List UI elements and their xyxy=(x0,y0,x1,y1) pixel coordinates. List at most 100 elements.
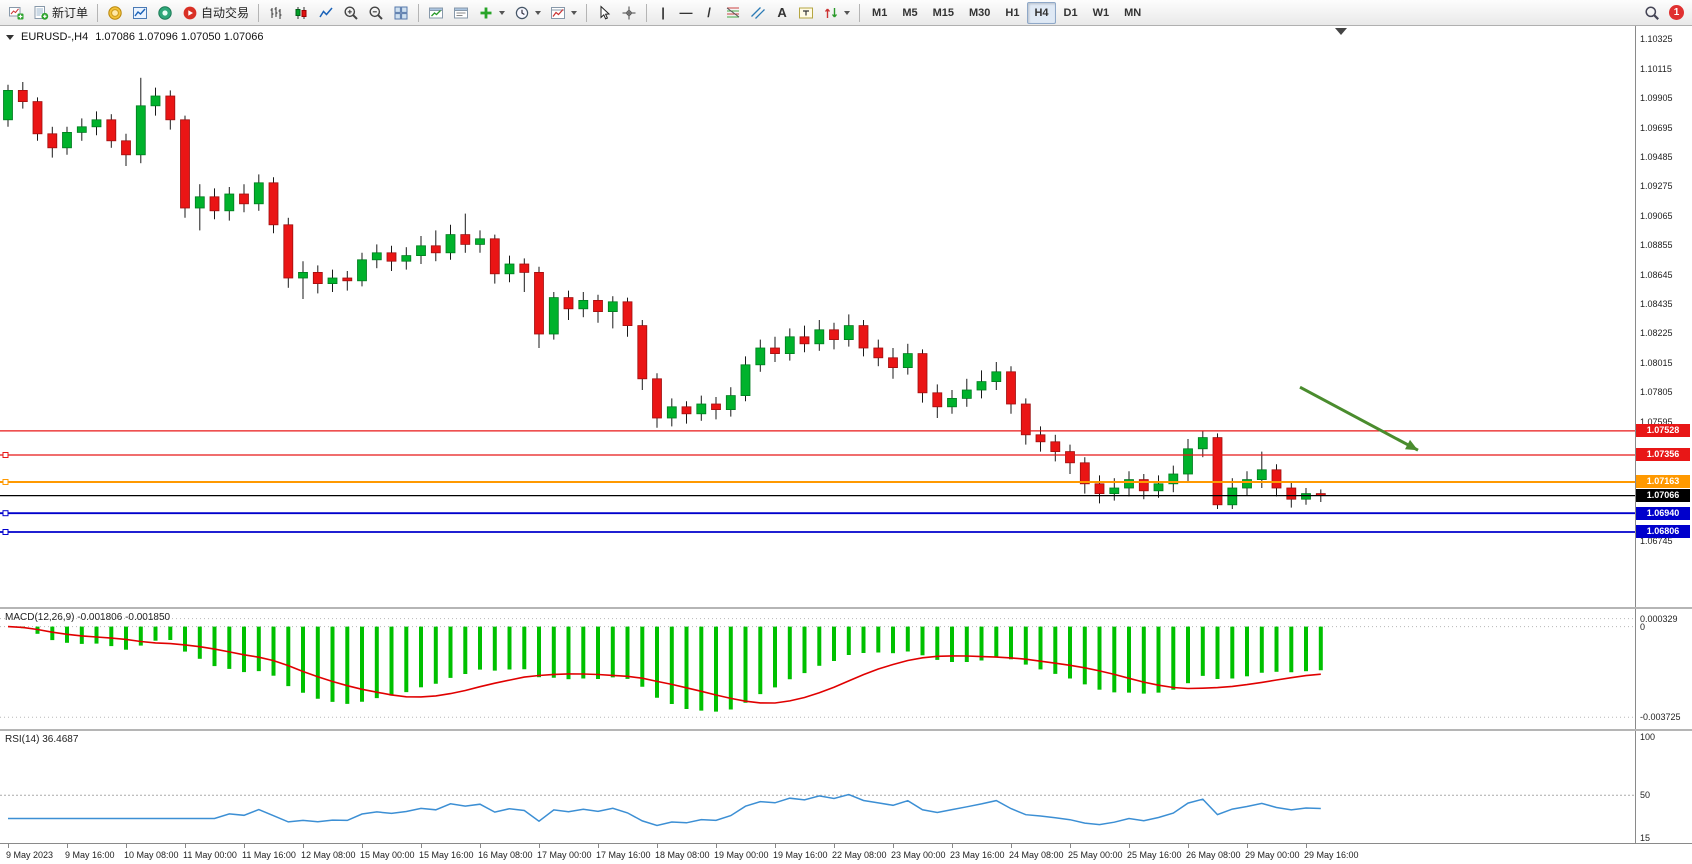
chart-candles[interactable] xyxy=(289,2,313,24)
price-tag-1.07528[interactable]: 1.07528 xyxy=(1636,424,1690,438)
trend-arrow[interactable] xyxy=(1299,385,1419,452)
crosshair-tool[interactable] xyxy=(617,2,641,24)
timeframe-M30[interactable]: M30 xyxy=(962,2,997,24)
trendline-tool[interactable]: / xyxy=(698,2,720,24)
price-axis-label: 1.08225 xyxy=(1640,328,1673,339)
price-tag-1.06940[interactable]: 1.06940 xyxy=(1636,506,1690,520)
price-tag-1.07066[interactable]: 1.07066 xyxy=(1636,489,1690,503)
line-anchor[interactable] xyxy=(2,452,9,458)
price-axis-label: 1.09485 xyxy=(1640,151,1673,162)
button-label: 自动交易 xyxy=(201,6,250,20)
candle xyxy=(755,339,766,372)
timeframe-M15[interactable]: M15 xyxy=(926,2,961,24)
mql5-community[interactable] xyxy=(103,2,127,24)
candle xyxy=(401,247,412,270)
line-anchor[interactable] xyxy=(2,479,9,485)
new-order[interactable]: 新订单 xyxy=(29,2,92,24)
button-label: M15 xyxy=(932,6,954,19)
candle xyxy=(239,184,249,213)
time-axis[interactable]: 9 May 2023 9 May 16:00 10 May 08:00 11 May … xyxy=(0,843,1692,864)
candle xyxy=(1124,471,1134,497)
macd-panel: MACD(12,26,9) -0.001806 -0.001850 0.0003… xyxy=(0,609,1692,729)
timeframe-H1[interactable]: H1 xyxy=(998,2,1026,24)
timeframe-M1[interactable]: M1 xyxy=(865,2,894,24)
notification-badge[interactable]: 1 xyxy=(1669,5,1684,20)
candle xyxy=(209,188,220,220)
price-tag-1.07356[interactable]: 1.07356 xyxy=(1636,448,1690,462)
timeframe-MN[interactable]: MN xyxy=(1117,2,1148,24)
zoom-out[interactable] xyxy=(364,2,388,24)
candle xyxy=(784,328,795,361)
macd-histogram xyxy=(20,626,1323,712)
time-axis-label: 15 May 16:00 xyxy=(419,850,474,860)
candle xyxy=(1153,475,1164,498)
new-chart-icon xyxy=(8,5,24,21)
timeframe-H4[interactable]: H4 xyxy=(1027,1,1056,24)
symbol-period-label: EURUSD-,H4 xyxy=(21,31,89,43)
channel-tool[interactable] xyxy=(746,2,770,24)
candle xyxy=(489,234,500,284)
time-axis-tick xyxy=(1011,844,1012,848)
rsi-axis-label: 15 xyxy=(1640,833,1651,843)
candle xyxy=(1183,439,1193,483)
price-chart[interactable] xyxy=(0,26,1635,607)
chart-shift-marker[interactable] xyxy=(1335,28,1347,35)
time-axis-label: 29 May 16:00 xyxy=(1304,850,1359,860)
cursor-tool[interactable] xyxy=(592,2,616,24)
candle xyxy=(725,387,736,417)
line-anchor[interactable] xyxy=(2,510,9,517)
rsi-line xyxy=(8,793,1321,827)
time-axis-tick xyxy=(775,844,776,848)
rsi-axis-separator xyxy=(1635,731,1636,843)
autotrading[interactable]: 自动交易 xyxy=(178,2,253,24)
templates[interactable] xyxy=(546,2,581,24)
arrows-tool[interactable] xyxy=(819,2,854,24)
tile-windows[interactable] xyxy=(389,2,413,24)
candle xyxy=(283,217,294,288)
price-tag-1.06806[interactable]: 1.06806 xyxy=(1636,525,1690,539)
timeframe-D1[interactable]: D1 xyxy=(1057,2,1085,24)
zoom-in[interactable] xyxy=(339,2,363,24)
chart-line[interactable] xyxy=(314,2,338,24)
periods[interactable] xyxy=(510,2,545,24)
publish-chart[interactable] xyxy=(128,2,152,24)
time-axis-tick xyxy=(8,844,9,848)
candle xyxy=(814,320,825,351)
label-tool[interactable] xyxy=(794,2,818,24)
time-axis-label: 25 May 00:00 xyxy=(1068,850,1123,860)
data-window[interactable] xyxy=(424,2,448,24)
panel-splitter[interactable] xyxy=(0,607,1692,609)
line-anchor[interactable] xyxy=(2,529,9,535)
chart-candles-icon xyxy=(293,5,309,21)
panel-splitter[interactable] xyxy=(0,729,1692,731)
time-axis-tick xyxy=(716,844,717,848)
candle xyxy=(357,252,367,287)
time-axis-tick xyxy=(421,844,422,848)
market[interactable] xyxy=(153,2,177,24)
time-axis-label: 29 May 00:00 xyxy=(1245,850,1300,860)
time-axis-label: 11 May 00:00 xyxy=(183,850,237,860)
search[interactable] xyxy=(1640,2,1664,24)
chart-menu-icon[interactable] xyxy=(6,34,14,40)
text-tool[interactable]: A xyxy=(771,2,793,24)
price-axis-separator xyxy=(1635,26,1636,607)
strategy-tester[interactable] xyxy=(449,2,473,24)
price-tag-1.07163[interactable]: 1.07163 xyxy=(1636,475,1690,489)
candle xyxy=(681,401,692,424)
add-indicator[interactable] xyxy=(474,2,509,24)
candle xyxy=(460,213,471,253)
horizontal-line-tool[interactable]: — xyxy=(675,2,697,24)
macd-chart[interactable] xyxy=(0,609,1635,729)
new-chart[interactable] xyxy=(4,2,28,24)
vertical-line-tool[interactable]: | xyxy=(652,2,674,24)
label-tool-icon xyxy=(798,5,814,21)
macd-label: MACD(12,26,9) -0.001806 -0.001850 xyxy=(5,612,171,623)
candle xyxy=(902,343,913,375)
rsi-chart[interactable] xyxy=(0,731,1635,843)
price-axis-label: 1.10325 xyxy=(1640,34,1673,45)
timeframe-M5[interactable]: M5 xyxy=(895,2,924,24)
candle xyxy=(593,294,603,323)
timeframe-W1[interactable]: W1 xyxy=(1086,2,1117,24)
fibonacci-tool[interactable] xyxy=(721,2,745,24)
chart-bars[interactable] xyxy=(264,2,288,24)
